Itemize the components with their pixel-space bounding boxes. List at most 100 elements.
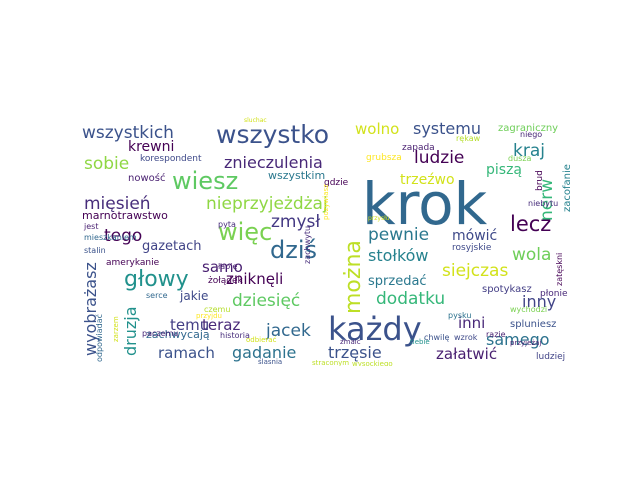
- word-zagraniczny: zagraniczny: [498, 123, 558, 134]
- word-razie: razie: [486, 330, 506, 339]
- word-chwile: chwilę: [424, 333, 449, 342]
- word-wszystko: wszystko: [216, 120, 329, 149]
- word-niebytu: niebytu: [528, 199, 558, 208]
- word-znieczulenia: znieczulenia: [224, 153, 323, 172]
- word-samo: samo: [202, 258, 243, 276]
- word-zmaic: zmaic: [340, 338, 361, 346]
- word-pewnie: pewnie: [368, 225, 429, 245]
- word-lecz: lecz: [510, 212, 551, 236]
- word-dusza: dusza: [508, 154, 532, 163]
- word-ludzie: ludzie: [414, 148, 464, 168]
- word-rosyjskie: rosyjskie: [452, 243, 492, 253]
- word-plonie: płonie: [540, 289, 568, 299]
- word-glowy: głowy: [124, 267, 189, 292]
- word-spluniesz: spluniesz: [510, 319, 556, 330]
- word-jest: jest: [83, 222, 98, 231]
- word-odbierac: odbierać: [246, 336, 277, 344]
- word-miesien: mięsień: [84, 194, 151, 214]
- word-paczemu: paczemu: [142, 329, 178, 338]
- word-stolkow: stołków: [368, 246, 429, 265]
- word-korespondent: korespondent: [140, 154, 202, 164]
- word-systemu: systemu: [413, 119, 481, 138]
- word-amerykanie: amerykanie: [106, 258, 160, 268]
- word-ludziej: ludziej: [536, 352, 565, 362]
- word-dzis: dziś: [270, 236, 317, 264]
- word-trzezwo: trzeźwo: [400, 172, 455, 188]
- word-marnotrawstwo: marnotrawstwo: [82, 209, 168, 222]
- word-grubsza: grubsza: [366, 153, 402, 163]
- word-zoladek: żołądek: [208, 276, 244, 286]
- word-wychodzi: wychodzi: [510, 305, 547, 314]
- word-mieszkaniem: mieszkaniem: [84, 233, 137, 242]
- word-druzja: druzja: [121, 306, 140, 356]
- word-niego: niego: [520, 130, 542, 139]
- word-mozna: można: [341, 240, 366, 314]
- word-wolno: wolno: [355, 120, 399, 138]
- word-inni: inni: [458, 314, 485, 332]
- word-wiesz: wiesz: [172, 167, 238, 195]
- word-czemu: czemu: [204, 305, 230, 314]
- word-dodatku: dodatku: [376, 289, 445, 309]
- word-zachwycaja: zachwycają: [146, 328, 210, 341]
- word-siejczas: siejczas: [442, 261, 508, 281]
- word-tego: tego: [104, 226, 142, 246]
- word-samego: samego: [486, 330, 550, 349]
- word-zalatwic: załatwić: [436, 345, 497, 363]
- word-znikneli: zniknęli: [226, 270, 283, 288]
- word-krok: krok: [362, 170, 488, 238]
- word-teraz: teraz: [202, 316, 240, 334]
- word-przyjezaj: przyjeżaj: [510, 339, 541, 347]
- word-temu: temu: [170, 316, 209, 334]
- word-kraj: kraj: [513, 141, 545, 161]
- word-wszystkim: wszystkim: [268, 169, 325, 182]
- word-przyslu: przysłu: [368, 215, 390, 222]
- word-serce: serce: [146, 291, 168, 300]
- word-ramach: ramach: [158, 344, 215, 362]
- word-cloud: krok każdy wszystko wszystkich wiesz więc głow…: [80, 116, 576, 366]
- word-pyta: pyta: [218, 220, 236, 229]
- word-wola: wola: [512, 245, 551, 265]
- word-wzrok: wzrok: [454, 333, 478, 342]
- word-pysku: pysku: [448, 311, 471, 320]
- word-zacofanie: zacofanie: [562, 164, 573, 212]
- word-inny: inny: [522, 292, 556, 311]
- word-sprzedac: sprzedać: [368, 274, 427, 289]
- word-wyobrazasz: wyobrażasz: [81, 262, 100, 356]
- word-stalin: stalin: [84, 246, 106, 255]
- word-zateskni: zatęskni: [555, 253, 564, 286]
- word-nieprzyjezdzaj: nieprzyjeżdżaj: [206, 194, 328, 214]
- word-jacek: jacek: [265, 321, 311, 341]
- word-brud: brud: [535, 170, 545, 191]
- word-lapie: łapie: [218, 262, 237, 271]
- word-odpowiadac: odpowiadać: [94, 314, 104, 362]
- word-gadanie: gadanie: [232, 343, 296, 362]
- word-nerw: nerw: [537, 179, 557, 221]
- word-sobie: sobie: [84, 154, 129, 174]
- word-gdzie: gdzie: [324, 178, 349, 188]
- word-krewni: krewni: [128, 139, 174, 155]
- word-wysockiego: wysockiego: [352, 360, 393, 366]
- word-zachwytu: zachwytu: [303, 226, 312, 264]
- word-straconym: straconym: [312, 359, 349, 366]
- word-mowic: mówić: [452, 228, 497, 244]
- word-wszystkich: wszystkich: [82, 123, 174, 143]
- word-slasnia: ślasnia: [258, 358, 282, 366]
- word-sluchac: sluchac: [244, 117, 267, 124]
- word-wiec: więc: [218, 218, 272, 246]
- word-rekaw: rękaw: [456, 134, 481, 143]
- word-dziesiec: dziesięć: [232, 291, 300, 311]
- word-kazdy: każdy: [328, 310, 422, 348]
- word-spotykasz: spotykasz: [482, 284, 532, 295]
- word-przyjdu: przyjdu: [196, 312, 222, 320]
- word-trzesie: trzęsie: [328, 343, 382, 362]
- word-pisza: piszą: [486, 162, 522, 178]
- word-zapada: zapada: [402, 143, 435, 153]
- word-nowosc: nowość: [128, 172, 165, 184]
- word-pozywiasz: pozywiasz: [322, 184, 330, 220]
- word-tiebie: tiebie: [410, 338, 430, 346]
- word-historia: historia: [220, 331, 250, 340]
- word-zarzem: zarzem: [112, 316, 120, 342]
- word-gazetach: gazetach: [142, 239, 202, 254]
- word-cloud-svg: krok każdy wszystko wszystkich wiesz więc głow…: [81, 117, 573, 366]
